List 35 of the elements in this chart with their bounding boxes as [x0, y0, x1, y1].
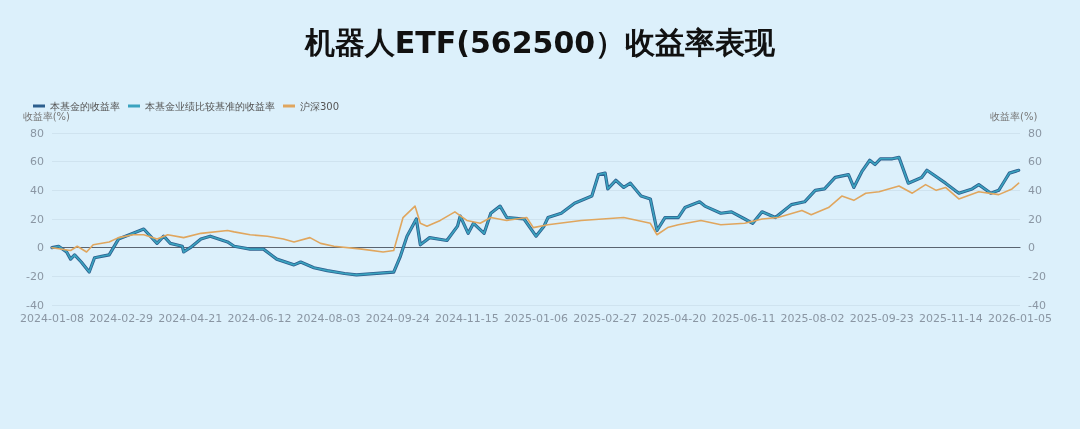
y2-tick-label: 20 — [1028, 212, 1042, 226]
x-tick-label: 2024-02-29 — [89, 312, 154, 325]
y-tick-label: -20 — [26, 269, 44, 283]
y2-tick-label: 80 — [1028, 126, 1042, 140]
x-tick-label: 2025-08-02 — [780, 312, 845, 325]
x-tick-label: 2026-01-05 — [988, 312, 1052, 325]
x-tick-label: 2025-06-11 — [711, 312, 776, 325]
x-tick-label: 2025-01-06 — [504, 312, 568, 325]
y-tick-label: 40 — [30, 183, 44, 197]
x-tick-label: 2025-09-23 — [849, 312, 914, 325]
y-tick-label: 0 — [37, 241, 44, 255]
legend-label: 本基金业绩比较基准的收益率 — [145, 100, 275, 112]
y2-tick-label: 0 — [1028, 241, 1035, 255]
y-tick-label: 60 — [30, 155, 44, 169]
y-axis-title: 收益率(%) — [22, 110, 71, 122]
legend-label: 沪深300 — [300, 100, 340, 112]
x-tick-label: 2024-01-08 — [20, 312, 84, 325]
x-tick-label: 2024-09-24 — [365, 312, 430, 325]
y2-axis-title: 收益率(%) — [990, 110, 1038, 122]
y2-tick-label: 60 — [1028, 155, 1042, 169]
y-tick-label: 20 — [30, 212, 44, 226]
legend-label: 本基金的收益率 — [50, 100, 120, 112]
y2-tick-label: -40 — [1028, 298, 1046, 312]
chart-title: 机器人ETF(562500）收益率表现 — [303, 24, 777, 60]
x-tick-label: 2024-06-12 — [227, 312, 292, 325]
x-tick-label: 2024-11-15 — [434, 312, 499, 325]
y-tick-label: 80 — [30, 126, 44, 140]
y2-tick-label: -20 — [1028, 269, 1046, 283]
y-tick-label: -40 — [26, 298, 44, 312]
x-tick-label: 2025-04-20 — [642, 312, 707, 325]
x-tick-label: 2024-04-21 — [158, 312, 223, 325]
x-tick-label: 2024-08-03 — [296, 312, 361, 325]
x-tick-label: 2025-02-27 — [573, 312, 638, 325]
y2-tick-label: 40 — [1028, 183, 1042, 197]
x-tick-label: 2025-11-14 — [918, 312, 983, 325]
